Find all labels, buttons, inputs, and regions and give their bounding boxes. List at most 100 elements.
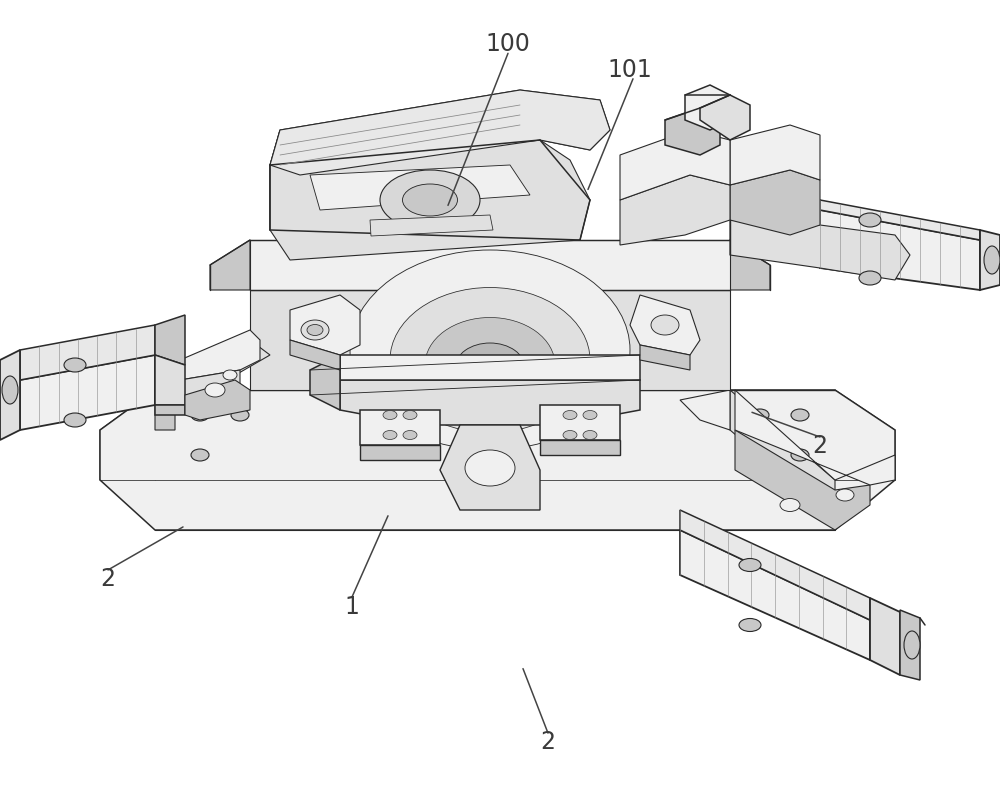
- Ellipse shape: [425, 318, 555, 412]
- Ellipse shape: [350, 250, 630, 450]
- Polygon shape: [900, 610, 920, 680]
- Polygon shape: [100, 390, 895, 530]
- Text: 101: 101: [608, 58, 652, 82]
- Polygon shape: [820, 210, 980, 290]
- Ellipse shape: [383, 411, 397, 419]
- Polygon shape: [360, 445, 440, 460]
- Polygon shape: [685, 85, 730, 130]
- Ellipse shape: [465, 450, 515, 486]
- Polygon shape: [735, 390, 895, 485]
- Polygon shape: [620, 130, 730, 200]
- Polygon shape: [180, 330, 260, 380]
- Polygon shape: [835, 390, 895, 480]
- Ellipse shape: [791, 449, 809, 461]
- Ellipse shape: [205, 383, 225, 397]
- Polygon shape: [640, 345, 690, 370]
- Ellipse shape: [984, 246, 1000, 274]
- Ellipse shape: [307, 325, 323, 335]
- Polygon shape: [980, 230, 1000, 290]
- Ellipse shape: [780, 498, 800, 512]
- Polygon shape: [680, 390, 730, 430]
- Polygon shape: [680, 510, 870, 620]
- Polygon shape: [735, 430, 870, 530]
- Polygon shape: [730, 220, 910, 280]
- Polygon shape: [700, 95, 750, 140]
- Polygon shape: [270, 140, 590, 260]
- Polygon shape: [730, 240, 770, 290]
- Text: 2: 2: [540, 730, 556, 754]
- Ellipse shape: [739, 618, 761, 631]
- Polygon shape: [310, 165, 530, 210]
- Ellipse shape: [791, 409, 809, 421]
- Ellipse shape: [859, 271, 881, 285]
- Ellipse shape: [563, 431, 577, 439]
- Polygon shape: [155, 340, 270, 410]
- Ellipse shape: [455, 343, 525, 393]
- Polygon shape: [540, 405, 620, 440]
- Ellipse shape: [583, 431, 597, 439]
- Polygon shape: [155, 405, 185, 415]
- Ellipse shape: [223, 370, 237, 380]
- Polygon shape: [180, 370, 240, 395]
- Ellipse shape: [402, 184, 458, 216]
- Polygon shape: [310, 355, 340, 410]
- Polygon shape: [155, 390, 175, 430]
- Ellipse shape: [739, 559, 761, 572]
- Ellipse shape: [191, 449, 209, 461]
- Ellipse shape: [301, 320, 329, 340]
- Polygon shape: [210, 240, 250, 290]
- Polygon shape: [370, 215, 493, 236]
- Polygon shape: [820, 200, 980, 240]
- Ellipse shape: [64, 358, 86, 372]
- Polygon shape: [340, 355, 640, 380]
- Ellipse shape: [2, 376, 18, 404]
- Polygon shape: [100, 390, 155, 480]
- Ellipse shape: [64, 413, 86, 427]
- Polygon shape: [155, 355, 185, 405]
- Polygon shape: [0, 350, 20, 440]
- Ellipse shape: [231, 409, 249, 421]
- Polygon shape: [620, 175, 730, 245]
- Polygon shape: [340, 380, 640, 425]
- Ellipse shape: [651, 315, 679, 335]
- Ellipse shape: [904, 631, 920, 659]
- Polygon shape: [730, 170, 820, 235]
- Polygon shape: [290, 340, 340, 370]
- Polygon shape: [540, 440, 620, 455]
- Polygon shape: [185, 380, 250, 420]
- Polygon shape: [870, 598, 900, 675]
- Polygon shape: [730, 125, 820, 185]
- Polygon shape: [360, 410, 440, 445]
- Polygon shape: [155, 315, 185, 365]
- Text: 2: 2: [100, 568, 116, 591]
- Polygon shape: [250, 290, 730, 390]
- Ellipse shape: [583, 411, 597, 419]
- Polygon shape: [440, 425, 540, 510]
- Ellipse shape: [859, 213, 881, 227]
- Ellipse shape: [563, 411, 577, 419]
- Text: 2: 2: [812, 434, 828, 458]
- Polygon shape: [270, 90, 610, 175]
- Polygon shape: [270, 130, 310, 240]
- Polygon shape: [665, 108, 720, 155]
- Polygon shape: [290, 295, 360, 355]
- Ellipse shape: [380, 170, 480, 230]
- Text: 1: 1: [345, 595, 359, 618]
- Ellipse shape: [836, 489, 854, 501]
- Polygon shape: [20, 325, 155, 380]
- Polygon shape: [155, 480, 835, 530]
- Ellipse shape: [390, 287, 590, 432]
- Polygon shape: [20, 355, 155, 430]
- Ellipse shape: [403, 411, 417, 419]
- Polygon shape: [630, 295, 700, 355]
- Polygon shape: [155, 390, 835, 480]
- Polygon shape: [730, 390, 835, 520]
- Ellipse shape: [383, 431, 397, 439]
- Text: 100: 100: [486, 32, 530, 56]
- Polygon shape: [270, 90, 610, 175]
- Polygon shape: [250, 240, 730, 290]
- Ellipse shape: [191, 409, 209, 421]
- Ellipse shape: [403, 431, 417, 439]
- Ellipse shape: [751, 409, 769, 421]
- Polygon shape: [680, 530, 870, 660]
